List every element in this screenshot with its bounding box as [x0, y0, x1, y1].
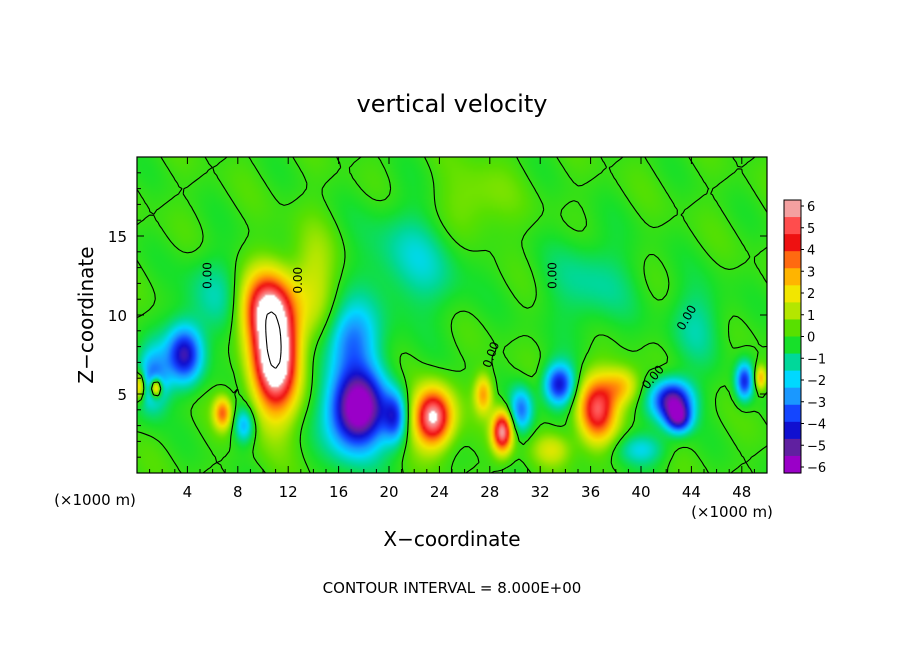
contour-lines: [137, 157, 767, 473]
colorbar-label: −3: [807, 396, 826, 411]
x-unit-left: (×1000 m): [54, 491, 136, 509]
x-tick-label: 40: [631, 483, 650, 501]
colorbar-swatch: [784, 353, 801, 372]
colorbar-swatch: [784, 200, 801, 218]
heatmap-field: [137, 157, 767, 473]
contour-line: [137, 157, 767, 473]
x-tick-label: 44: [682, 483, 701, 501]
colorbar-label: −5: [807, 439, 826, 454]
y-axis-label: Z−coordinate: [74, 246, 98, 383]
colorbar-swatch: [784, 302, 801, 321]
x-axis-ticks: 4 8 12 16 20 24 28 32 36 40 44 48: [149, 157, 755, 501]
colorbar-label: −2: [807, 374, 826, 389]
contour-value-label: 0.00: [546, 262, 560, 289]
contour-line: [265, 311, 282, 369]
colorbar-swatch: [784, 455, 801, 474]
colorbar-swatch: [784, 421, 801, 440]
contour-value-label: 0.00: [200, 262, 214, 289]
x-tick-label: 48: [732, 483, 751, 501]
colorbar-swatch: [784, 370, 801, 389]
contour-interval-note: CONTOUR INTERVAL = 8.000E+00: [323, 579, 582, 597]
colorbar-swatch: [784, 438, 801, 457]
heatmap-image: [137, 157, 767, 473]
colorbar-swatch: [784, 285, 801, 303]
x-unit-right: (×1000 m): [691, 503, 773, 521]
colorbar-swatch: [784, 336, 801, 355]
x-tick-label: 36: [581, 483, 600, 501]
x-tick-label: 32: [531, 483, 550, 501]
x-tick-label: 4: [183, 483, 193, 501]
colorbar-label: 6: [807, 200, 815, 215]
colorbar-label: 4: [807, 244, 815, 259]
x-tick-label: 28: [480, 483, 499, 501]
x-tick-label: 12: [279, 483, 298, 501]
x-axis-label: X−coordinate: [383, 527, 520, 551]
colorbar: 6 5 4 3 2 1 0 −1 −2 −3 −4 −5 −6: [783, 199, 826, 476]
colorbar-label: 2: [807, 287, 815, 302]
colorbar-label: 1: [807, 309, 815, 324]
chart-title: vertical velocity: [357, 90, 548, 118]
x-tick-label: 16: [329, 483, 348, 501]
y-tick-label: 10: [108, 307, 127, 325]
contour-value-label: 0.00: [291, 267, 305, 294]
colorbar-swatch: [784, 387, 801, 406]
colorbar-label: −1: [807, 352, 826, 367]
colorbar-swatch: [784, 319, 801, 338]
colorbar-label: −4: [807, 418, 826, 433]
y-axis-ticks: 5 10 15: [108, 172, 767, 458]
x-tick-label: 20: [379, 483, 398, 501]
colorbar-label: 0: [807, 331, 815, 346]
y-tick-label: 5: [117, 386, 127, 404]
colorbar-swatch: [784, 251, 801, 269]
colorbar-label: −6: [807, 461, 826, 476]
colorbar-swatch: [784, 234, 801, 252]
colorbar-swatch: [784, 217, 801, 235]
colorbar-swatch: [784, 268, 801, 286]
y-tick-label: 15: [108, 228, 127, 246]
colorbar-label: 3: [807, 265, 815, 280]
x-tick-label: 8: [233, 483, 243, 501]
colorbar-swatch: [784, 404, 801, 423]
x-tick-label: 24: [430, 483, 449, 501]
colorbar-label: 5: [807, 222, 815, 237]
